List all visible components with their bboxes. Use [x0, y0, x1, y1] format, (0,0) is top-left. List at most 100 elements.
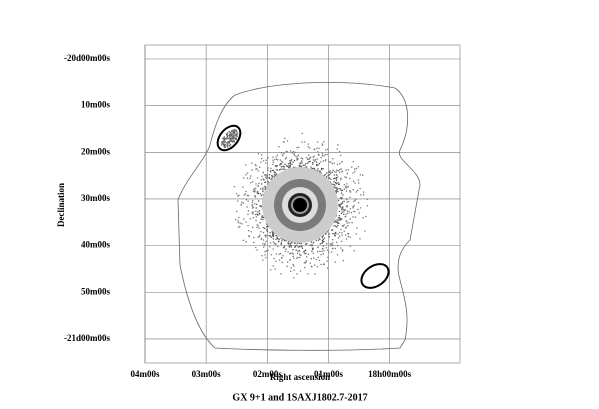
speckle — [261, 255, 263, 257]
speckle — [334, 231, 337, 234]
speckle — [342, 206, 344, 208]
speckle — [284, 158, 287, 160]
speckle — [254, 196, 257, 198]
speckle — [320, 157, 322, 159]
speckle — [323, 250, 325, 252]
speckle — [333, 181, 335, 183]
speckle — [347, 235, 349, 238]
speckle — [317, 164, 319, 166]
speckle — [232, 136, 234, 138]
speckle — [348, 222, 350, 224]
speckle — [285, 248, 287, 250]
speckle — [335, 192, 337, 194]
speckle — [352, 207, 354, 209]
speckle — [256, 249, 258, 251]
speckle — [273, 257, 275, 260]
speckle — [257, 211, 259, 213]
speckle — [351, 222, 353, 224]
speckle — [276, 158, 278, 160]
speckle — [289, 253, 291, 255]
speckle — [286, 165, 288, 167]
speckle — [255, 165, 257, 167]
speckle — [339, 151, 341, 153]
speckle — [262, 243, 264, 245]
speckle — [324, 160, 326, 162]
speckle — [274, 268, 276, 270]
speckle — [272, 238, 274, 240]
speckle — [319, 250, 321, 253]
speckle — [230, 137, 232, 139]
speckle — [339, 206, 341, 208]
speckle — [228, 131, 230, 133]
speckle — [228, 134, 230, 136]
speckle — [322, 263, 325, 265]
speckle — [287, 241, 289, 243]
speckle — [226, 134, 228, 137]
speckle — [275, 260, 277, 262]
speckle — [272, 163, 274, 166]
speckle — [357, 189, 359, 192]
speckle — [317, 153, 320, 155]
speckle — [230, 137, 233, 139]
speckle — [354, 210, 356, 213]
speckle — [303, 262, 306, 264]
speckle — [258, 210, 261, 212]
speckle — [236, 135, 238, 137]
speckle — [345, 238, 348, 240]
speckle — [300, 157, 302, 159]
speckle — [275, 243, 277, 245]
speckle — [221, 144, 223, 146]
speckle — [258, 182, 260, 184]
speckle — [345, 234, 347, 236]
speckle — [296, 155, 298, 158]
speckle — [248, 230, 250, 232]
speckle — [334, 234, 336, 237]
speckle — [221, 141, 223, 143]
speckle — [327, 174, 329, 177]
speckle — [330, 245, 332, 247]
speckle — [260, 161, 262, 163]
speckle — [347, 186, 349, 188]
speckle — [311, 244, 313, 246]
speckle — [222, 142, 224, 145]
speckle — [357, 166, 359, 168]
speckle — [356, 227, 358, 229]
speckle — [223, 140, 225, 142]
speckle — [308, 158, 310, 160]
speckle — [335, 215, 338, 217]
speckle — [355, 233, 357, 235]
speckle — [318, 154, 320, 156]
speckle — [337, 233, 339, 235]
speckle — [297, 256, 299, 259]
speckle — [339, 205, 341, 207]
speckle — [315, 161, 318, 163]
speckle — [330, 172, 332, 174]
speckle — [313, 148, 315, 150]
speckle — [349, 208, 351, 210]
speckle — [257, 185, 259, 187]
speckle — [229, 144, 232, 146]
speckle — [289, 242, 291, 245]
speckle — [335, 191, 337, 193]
speckle — [296, 157, 298, 159]
speckle — [354, 170, 356, 173]
speckle — [265, 159, 267, 161]
speckle — [253, 241, 255, 244]
speckle — [323, 141, 325, 143]
y-tick-label: 40m00s — [81, 240, 110, 250]
speckle — [265, 240, 267, 242]
speckle — [328, 171, 330, 173]
speckle — [312, 161, 314, 164]
speckle — [283, 166, 285, 168]
speckle — [280, 166, 283, 168]
speckle — [282, 247, 285, 249]
speckle — [349, 196, 351, 198]
speckle — [312, 252, 314, 254]
speckle — [283, 246, 285, 248]
speckle — [245, 241, 247, 243]
background-region — [360, 263, 390, 289]
speckle — [227, 137, 230, 140]
speckle — [262, 171, 264, 174]
speckle — [223, 139, 226, 141]
speckle — [230, 134, 232, 136]
